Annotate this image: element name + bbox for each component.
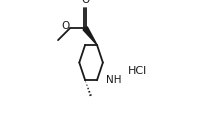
Text: O: O <box>62 21 70 31</box>
Text: HCl: HCl <box>128 66 147 76</box>
Text: O: O <box>81 0 89 5</box>
Polygon shape <box>83 27 97 45</box>
Text: NH: NH <box>106 75 122 85</box>
